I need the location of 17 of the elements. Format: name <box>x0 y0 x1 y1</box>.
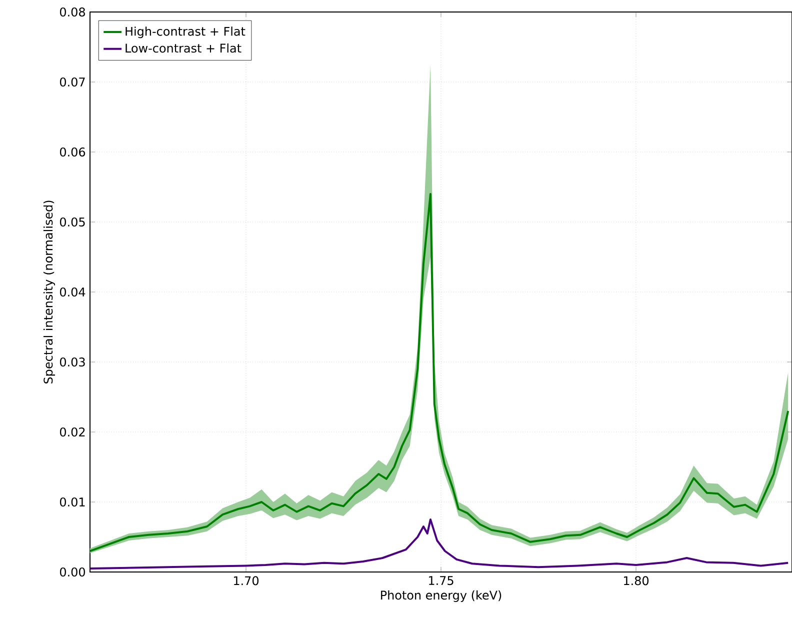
y-tick-label: 0.02 <box>60 427 85 437</box>
y-tick-label: 0.06 <box>60 147 86 157</box>
x-tick-label: 1.80 <box>624 576 649 586</box>
legend-label: High-contrast + Flat <box>126 26 246 38</box>
y-tick-label: 0.05 <box>60 217 85 227</box>
y-tick-label: 0.04 <box>60 287 86 297</box>
x-axis-title: Photon energy (keV) <box>381 590 502 602</box>
y-axis-title: Spectral intensity (normalised) <box>43 200 56 384</box>
y-tick-label: 0.07 <box>60 77 85 87</box>
legend-label: Low-contrast + Flat <box>126 43 242 53</box>
x-tick-label: 1.75 <box>429 576 454 586</box>
x-tick-label: 1.70 <box>234 576 259 586</box>
y-tick-label: 0.00 <box>60 567 86 577</box>
y-tick-label: 0.03 <box>60 357 85 367</box>
y-tick-label: 0.01 <box>60 497 85 507</box>
line-series <box>90 193 790 552</box>
y-tick-label: 0.08 <box>60 7 85 17</box>
